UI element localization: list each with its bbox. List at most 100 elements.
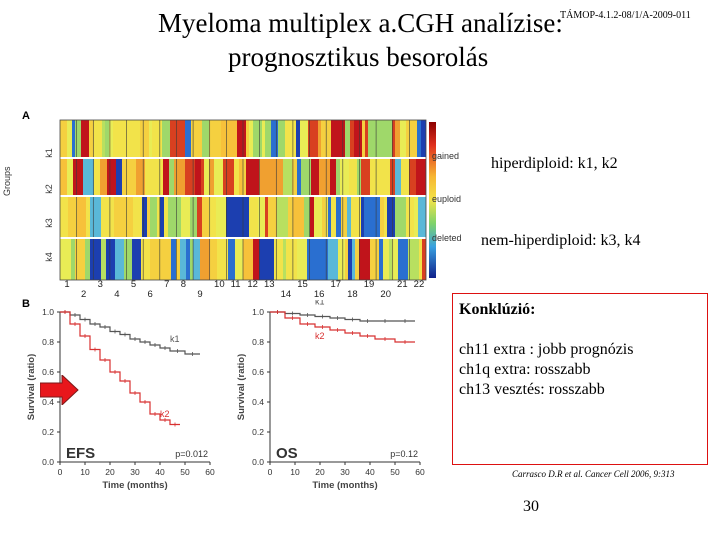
heatmap-cell xyxy=(114,196,122,238)
heatmap-cell xyxy=(107,158,116,196)
heatmap-cell xyxy=(259,238,268,280)
heatmap-cell xyxy=(293,196,304,238)
heatmap-cell xyxy=(419,238,422,280)
heatmap-cell xyxy=(90,196,101,238)
heatmap-cell xyxy=(421,158,426,196)
heatmap-cell xyxy=(89,120,94,158)
heatmap-cell xyxy=(152,158,163,196)
heatmap-cell xyxy=(301,158,311,196)
heatmap-cell xyxy=(400,120,406,158)
heatmap-cell xyxy=(237,120,246,158)
heatmap-cell xyxy=(395,120,400,158)
heatmap-cell xyxy=(133,120,140,158)
conclusion-box: Konklúzió: ch11 extra : jobb prognózis c… xyxy=(452,293,708,465)
heatmap-cell xyxy=(68,196,71,238)
heatmap-cell xyxy=(216,120,221,158)
heatmap-cell xyxy=(341,196,347,238)
heatmap-cell xyxy=(331,196,336,238)
heatmap-cell xyxy=(357,158,361,196)
heatmap-cell xyxy=(417,120,421,158)
y-axis-label: Survival (ratio) xyxy=(26,354,37,421)
heatmap-cell xyxy=(300,120,308,158)
heatmap-cell xyxy=(292,158,297,196)
heatmap-cell xyxy=(142,196,147,238)
heatmap-cell xyxy=(406,196,414,238)
heatmap-cell xyxy=(304,196,310,238)
heatmap-cell xyxy=(71,238,75,280)
heatmap-cell xyxy=(132,238,141,280)
chromosome-tick-label: 9 xyxy=(197,289,203,300)
heatmap-cell xyxy=(311,158,319,196)
heatmap-cell xyxy=(347,196,351,238)
heatmap-cell xyxy=(176,238,180,280)
heatmap-cell xyxy=(145,158,152,196)
heatmap-cell xyxy=(406,120,417,158)
heatmap-cell xyxy=(228,238,235,280)
heatmap-cell xyxy=(383,238,389,280)
heatmap-cell xyxy=(122,196,133,238)
heatmap-cell xyxy=(269,158,280,196)
heatmap-cell xyxy=(185,158,195,196)
x-axis-label: Time (months) xyxy=(102,480,167,491)
heatmap-cell xyxy=(226,196,235,238)
heatmap-cell xyxy=(283,158,292,196)
plot-title: EFS xyxy=(66,445,95,462)
heatmap-cell xyxy=(307,238,318,280)
heatmap-cell xyxy=(178,120,185,158)
x-tick-label: 30 xyxy=(130,467,140,477)
y-tick-label: 0.2 xyxy=(42,427,54,437)
x-tick-label: 50 xyxy=(180,467,190,477)
heatmap-cell xyxy=(296,120,300,158)
heatmap-cell xyxy=(348,238,352,280)
y-tick-label: 0.4 xyxy=(42,397,54,407)
heatmap-cell xyxy=(67,158,73,196)
heatmap-cell xyxy=(249,120,253,158)
heatmap-cell xyxy=(386,120,392,158)
heatmap-cell xyxy=(86,196,90,238)
heatmap-cell xyxy=(190,238,193,280)
chromosome-tick-label: 1 xyxy=(64,279,70,290)
y-tick-label: 0.4 xyxy=(252,397,264,407)
heatmap-cell xyxy=(370,158,380,196)
heatmap-cell xyxy=(351,196,361,238)
heatmap-cell xyxy=(195,158,201,196)
heatmap-cell xyxy=(60,196,68,238)
heatmap-cell xyxy=(409,158,416,196)
heatmap-cell xyxy=(422,238,426,280)
heatmap-cell xyxy=(395,196,406,238)
heatmap-cell xyxy=(364,196,375,238)
heatmap-cell xyxy=(167,238,171,280)
heatmap-cell xyxy=(349,158,357,196)
heatmap-frame xyxy=(59,119,427,281)
chromosome-tick-label: 14 xyxy=(280,289,292,300)
heatmap-cell xyxy=(297,158,301,196)
heatmap-cell xyxy=(322,196,325,238)
heatmap-cell xyxy=(209,158,214,196)
chromosome-tick-label: 15 xyxy=(297,279,308,290)
series-label: k2 xyxy=(315,331,325,341)
y-tick-label: 0.8 xyxy=(252,337,264,347)
heatmap-cell xyxy=(169,158,174,196)
heatmap-cell xyxy=(274,238,283,280)
chromosome-tick-label: 2 xyxy=(80,289,87,300)
heatmap-cell xyxy=(336,158,340,196)
chromosome-tick-label: 17 xyxy=(330,279,342,290)
y-tick-label: 0.0 xyxy=(252,457,264,467)
heatmap-cell xyxy=(288,196,293,238)
heatmap-cell xyxy=(209,196,216,238)
heatmap-cell xyxy=(122,120,133,158)
heatmap-cell xyxy=(214,158,223,196)
heatmap-cell xyxy=(421,120,426,158)
heatmap-cell xyxy=(209,120,216,158)
heatmap-cell xyxy=(354,120,362,158)
heatmap-cell xyxy=(197,196,202,238)
x-tick-label: 30 xyxy=(340,467,350,477)
heatmap-cell xyxy=(368,120,377,158)
heatmap-cell xyxy=(67,120,72,158)
heatmap-cell xyxy=(221,120,226,158)
chromosome-tick-label: 5 xyxy=(130,279,137,290)
heatmap-cell xyxy=(94,120,102,158)
heatmap-cell xyxy=(60,238,71,280)
heatmap-cell xyxy=(115,238,124,280)
heatmap-cell xyxy=(253,120,262,158)
